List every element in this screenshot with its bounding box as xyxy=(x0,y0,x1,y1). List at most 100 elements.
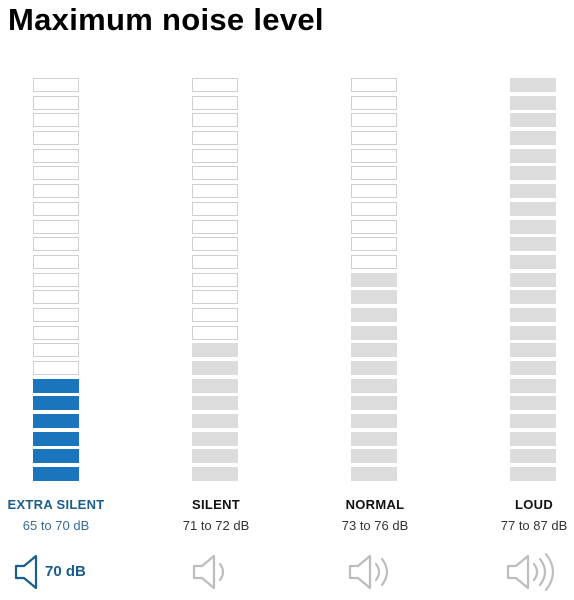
level-bar-empty xyxy=(33,237,79,252)
level-bar-filled xyxy=(510,113,556,128)
level-bar-filled xyxy=(33,414,79,429)
level-bar-filled xyxy=(510,148,556,163)
level-bar-filled xyxy=(510,254,556,269)
level-bar-empty xyxy=(192,184,238,199)
level-bar-empty xyxy=(33,343,79,358)
level-bar-filled xyxy=(192,343,238,358)
level-bar-empty xyxy=(351,148,397,163)
level-bar-filled xyxy=(510,237,556,252)
level-bar-filled xyxy=(510,431,556,446)
level-range-silent: 71 to 72 dB xyxy=(182,518,250,533)
level-bar-filled xyxy=(510,396,556,411)
level-bar-empty xyxy=(33,78,79,92)
level-bar-empty xyxy=(192,95,238,110)
level-bar-empty xyxy=(192,201,238,216)
level-label-extra-silent: EXTRA SILENT xyxy=(7,497,105,512)
level-bar-filled xyxy=(510,184,556,199)
level-label-silent: SILENT xyxy=(191,497,241,512)
level-bar-empty xyxy=(192,254,238,269)
level-bar-filled xyxy=(510,325,556,340)
level-range-extra-silent: 65 to 70 dB xyxy=(22,518,90,533)
level-bar-filled xyxy=(510,361,556,375)
level-bar-empty xyxy=(33,113,79,128)
level-meter-silent xyxy=(192,78,240,485)
speaker-icon xyxy=(348,554,389,590)
level-bar-empty xyxy=(192,113,238,128)
level-bar-filled xyxy=(510,131,556,146)
level-label-normal: NORMAL xyxy=(345,497,405,512)
level-bar-filled xyxy=(351,467,397,482)
level-bar-empty xyxy=(192,307,238,322)
level-bar-empty xyxy=(351,131,397,146)
level-bar-filled xyxy=(351,378,397,393)
bar-stack xyxy=(192,78,240,485)
level-bar-empty xyxy=(33,95,79,110)
level-bar-empty xyxy=(33,307,79,322)
level-bar-empty xyxy=(33,219,79,234)
level-bar-filled xyxy=(192,361,238,375)
level-bar-empty xyxy=(33,184,79,199)
level-range-loud: 77 to 87 dB xyxy=(500,518,568,533)
level-bar-empty xyxy=(33,361,79,375)
level-bar-empty xyxy=(33,254,79,269)
level-bar-filled xyxy=(510,272,556,287)
level-bar-empty xyxy=(192,131,238,146)
level-bar-filled xyxy=(351,272,397,287)
level-bar-empty xyxy=(351,237,397,252)
level-bar-filled xyxy=(510,378,556,393)
level-bar-filled xyxy=(351,325,397,340)
level-bar-empty xyxy=(192,166,238,181)
level-bar-empty xyxy=(192,325,238,340)
level-bar-empty xyxy=(192,272,238,287)
level-meter-extra-silent xyxy=(33,78,81,485)
speaker-icon xyxy=(192,554,225,590)
page-title: Maximum noise level xyxy=(8,2,324,37)
level-bar-empty xyxy=(351,95,397,110)
level-bar-filled xyxy=(33,396,79,411)
level-bar-empty xyxy=(192,290,238,305)
level-bar-filled xyxy=(33,467,79,482)
level-bar-filled xyxy=(192,396,238,411)
level-bar-empty xyxy=(33,131,79,146)
level-meter-loud xyxy=(510,78,558,485)
db-value: 70 dB xyxy=(45,563,86,580)
level-bar-filled xyxy=(510,201,556,216)
level-bar-empty xyxy=(33,148,79,163)
level-bar-empty xyxy=(351,113,397,128)
level-bar-empty xyxy=(351,201,397,216)
level-bar-empty xyxy=(351,254,397,269)
level-bar-filled xyxy=(351,290,397,305)
level-bar-filled xyxy=(192,449,238,464)
level-bar-filled xyxy=(510,290,556,305)
speaker-icon xyxy=(506,552,555,592)
level-bar-filled xyxy=(510,307,556,322)
level-bar-empty xyxy=(351,219,397,234)
level-bar-empty xyxy=(351,166,397,181)
level-bar-filled xyxy=(351,396,397,411)
level-bar-empty xyxy=(192,219,238,234)
level-range-normal: 73 to 76 dB xyxy=(341,518,409,533)
level-bar-filled xyxy=(351,414,397,429)
level-bar-empty xyxy=(33,325,79,340)
level-bar-empty xyxy=(192,237,238,252)
level-bar-empty xyxy=(33,166,79,181)
level-meter-normal xyxy=(351,78,399,485)
level-bar-filled xyxy=(510,78,556,92)
level-bar-filled xyxy=(192,431,238,446)
level-bar-filled xyxy=(192,467,238,482)
level-bar-filled xyxy=(510,467,556,482)
level-bar-empty xyxy=(33,201,79,216)
speaker-icon xyxy=(14,554,38,590)
level-bar-filled xyxy=(33,378,79,393)
level-bar-filled xyxy=(351,449,397,464)
level-bar-filled xyxy=(351,343,397,358)
level-bar-filled xyxy=(192,378,238,393)
level-bar-empty xyxy=(33,272,79,287)
level-bar-empty xyxy=(192,148,238,163)
level-bar-filled xyxy=(351,361,397,375)
level-label-loud: LOUD xyxy=(514,497,554,512)
level-bar-filled xyxy=(33,431,79,446)
level-bar-empty xyxy=(351,184,397,199)
level-bar-filled xyxy=(192,414,238,429)
level-bar-filled xyxy=(351,431,397,446)
